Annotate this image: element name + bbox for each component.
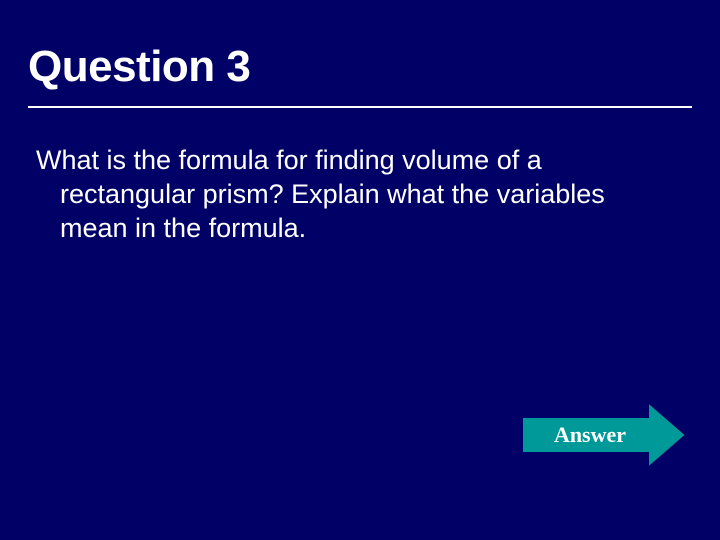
title-underline: [28, 106, 692, 108]
body-paragraph: What is the formula for finding volume o…: [36, 144, 676, 245]
slide: Question 3 What is the formula for findi…: [0, 0, 720, 540]
answer-button-label: Answer: [520, 400, 660, 470]
slide-body: What is the formula for finding volume o…: [36, 144, 676, 245]
answer-button[interactable]: Answer: [520, 400, 688, 470]
slide-title: Question 3: [28, 42, 250, 92]
